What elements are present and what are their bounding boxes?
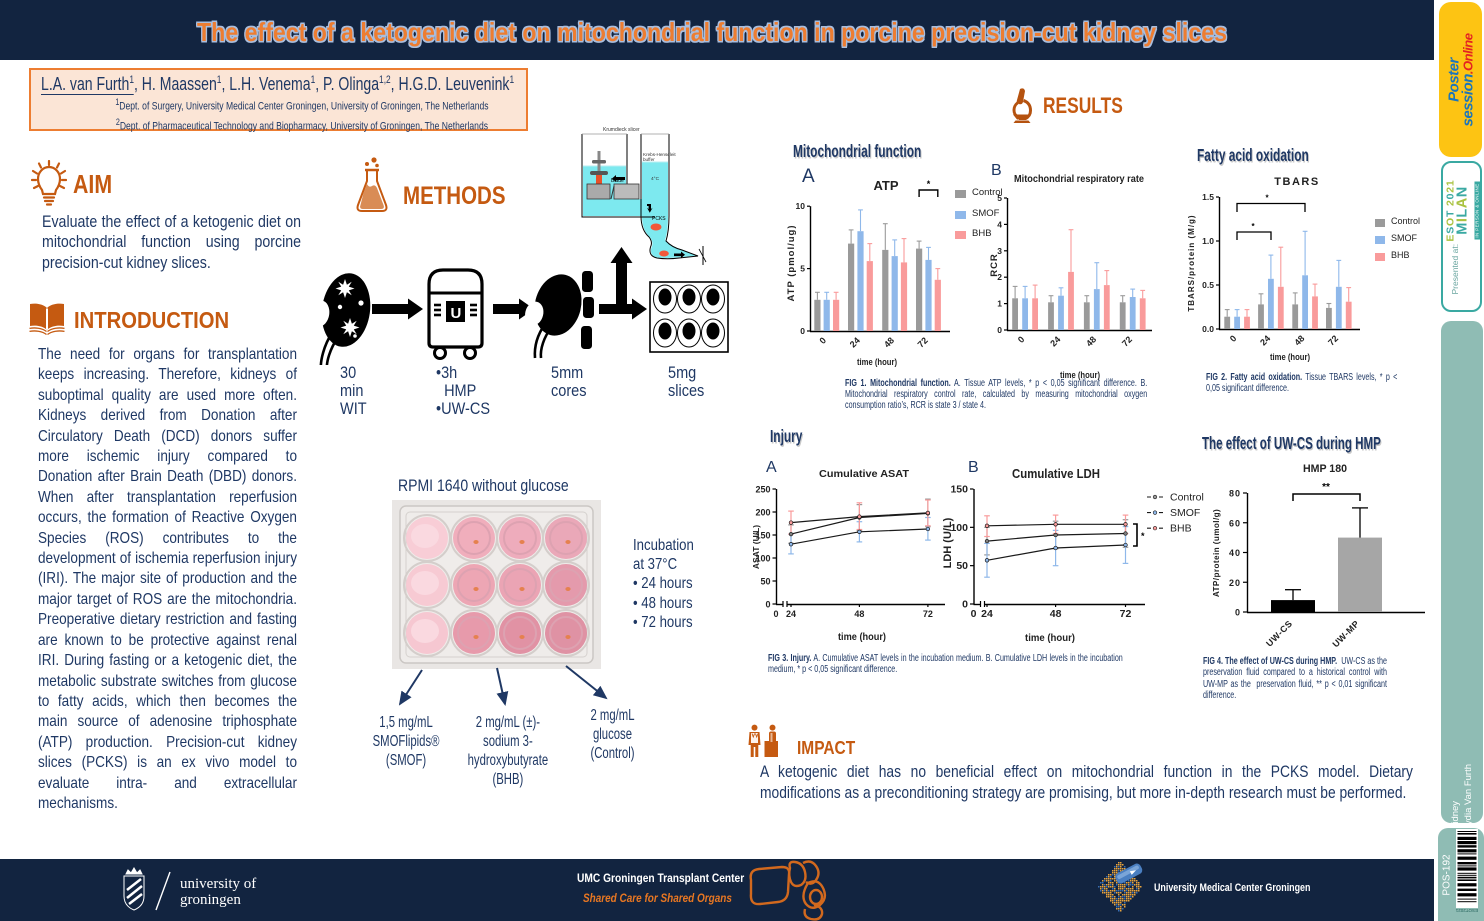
svg-text:72: 72 — [1326, 333, 1340, 347]
svg-text:4: 4 — [997, 219, 1002, 229]
svg-text:3: 3 — [997, 246, 1002, 256]
svg-text:UW-CS: UW-CS — [1264, 618, 1294, 648]
svg-text:48: 48 — [1084, 334, 1098, 348]
svg-text:72: 72 — [916, 335, 930, 349]
svg-text:72: 72 — [923, 609, 933, 619]
svg-text:Control: Control — [1170, 492, 1204, 504]
svg-text:time (hour): time (hour) — [1270, 352, 1310, 363]
svg-text:0: 0 — [1228, 333, 1239, 344]
svg-text:5: 5 — [800, 264, 805, 274]
svg-text:0.0: 0.0 — [1202, 324, 1214, 334]
svg-text:0: 0 — [971, 608, 977, 620]
svg-text:40: 40 — [1229, 548, 1241, 558]
svg-text:250: 250 — [755, 485, 770, 495]
svg-text:time (hour): time (hour) — [857, 357, 897, 368]
svg-text:*: * — [1251, 222, 1255, 231]
svg-text:48: 48 — [1050, 608, 1062, 620]
svg-text:10: 10 — [796, 201, 806, 211]
svg-text:UW-MP: UW-MP — [1330, 618, 1361, 649]
svg-text:0: 0 — [997, 325, 1002, 335]
svg-text:RCR: RCR — [989, 253, 1000, 277]
svg-text:0: 0 — [800, 326, 805, 336]
svg-text:0: 0 — [817, 335, 828, 346]
svg-text:groningen: groningen — [180, 892, 241, 908]
svg-text:0: 0 — [773, 609, 778, 619]
svg-text:48: 48 — [882, 335, 896, 349]
svg-text:24: 24 — [848, 335, 862, 349]
svg-text:Cumulative LDH: Cumulative LDH — [1012, 467, 1100, 481]
svg-text:0: 0 — [765, 600, 770, 610]
svg-text:50: 50 — [956, 560, 968, 572]
svg-text:Krumdieck slicer: Krumdieck slicer — [603, 127, 640, 133]
svg-text:Blade: Blade — [611, 178, 624, 184]
svg-text:time (hour): time (hour) — [1025, 633, 1075, 644]
svg-text:ATP/protein (umol/g): ATP/protein (umol/g) — [1212, 509, 1221, 597]
svg-text:0: 0 — [962, 599, 968, 611]
svg-text:Krebs-Henseleit: Krebs-Henseleit — [643, 152, 676, 157]
svg-text:*: * — [1141, 531, 1145, 541]
svg-text:24: 24 — [1258, 333, 1272, 347]
svg-text:time (hour): time (hour) — [1060, 370, 1100, 381]
svg-text:1.0: 1.0 — [1202, 236, 1214, 246]
svg-text:SMOF: SMOF — [1170, 507, 1200, 519]
svg-text:TBARS: TBARS — [1274, 176, 1319, 188]
svg-text:university of: university of — [180, 876, 256, 892]
svg-text:80: 80 — [1229, 489, 1241, 499]
svg-text:time (hour): time (hour) — [838, 632, 886, 643]
svg-text:HMP 180: HMP 180 — [1303, 463, 1347, 475]
svg-text:60: 60 — [1229, 518, 1241, 528]
svg-text:TBARS/protein (M/g): TBARS/protein (M/g) — [1187, 214, 1196, 311]
svg-text:24: 24 — [786, 609, 796, 619]
svg-text:48: 48 — [1292, 333, 1306, 347]
svg-text:ATP (pmol/ug): ATP (pmol/ug) — [786, 224, 797, 301]
svg-text:24: 24 — [981, 608, 993, 620]
svg-text:50: 50 — [760, 577, 770, 587]
svg-text:0: 0 — [1235, 608, 1241, 618]
svg-text:0: 0 — [1016, 334, 1027, 345]
svg-text:150: 150 — [755, 531, 770, 541]
svg-text:BHB: BHB — [1170, 523, 1192, 535]
svg-text:ATP: ATP — [873, 178, 898, 193]
svg-text:1.5: 1.5 — [1202, 192, 1214, 202]
svg-text:Cumulative ASAT: Cumulative ASAT — [819, 468, 910, 480]
svg-text:150: 150 — [950, 483, 968, 495]
svg-text:24: 24 — [1048, 334, 1062, 348]
svg-text:*: * — [1265, 194, 1269, 203]
svg-text:1: 1 — [997, 299, 1002, 309]
svg-text:72: 72 — [1120, 608, 1132, 620]
svg-text:48: 48 — [854, 609, 864, 619]
svg-text:200: 200 — [755, 508, 770, 518]
svg-text:100: 100 — [950, 522, 968, 534]
svg-text:Mitochondrial respiratory rate: Mitochondrial respiratory rate — [1014, 173, 1144, 185]
svg-text:ASAT (U/L): ASAT (U/L) — [751, 525, 761, 569]
svg-text:PCKS: PCKS — [652, 216, 666, 222]
svg-text:72: 72 — [1120, 334, 1134, 348]
svg-text:buffer: buffer — [643, 157, 655, 162]
svg-text:2: 2 — [997, 272, 1002, 282]
svg-text:4°C: 4°C — [651, 176, 660, 182]
svg-text:5: 5 — [997, 193, 1002, 203]
svg-text:0.5: 0.5 — [1202, 280, 1214, 290]
svg-text:LDH (U/L): LDH (U/L) — [942, 517, 954, 568]
svg-text:*: * — [927, 179, 931, 189]
svg-text:**: ** — [1322, 482, 1330, 493]
svg-text:100: 100 — [755, 554, 770, 564]
svg-text:20: 20 — [1229, 578, 1241, 588]
svg-text:U: U — [451, 305, 462, 322]
